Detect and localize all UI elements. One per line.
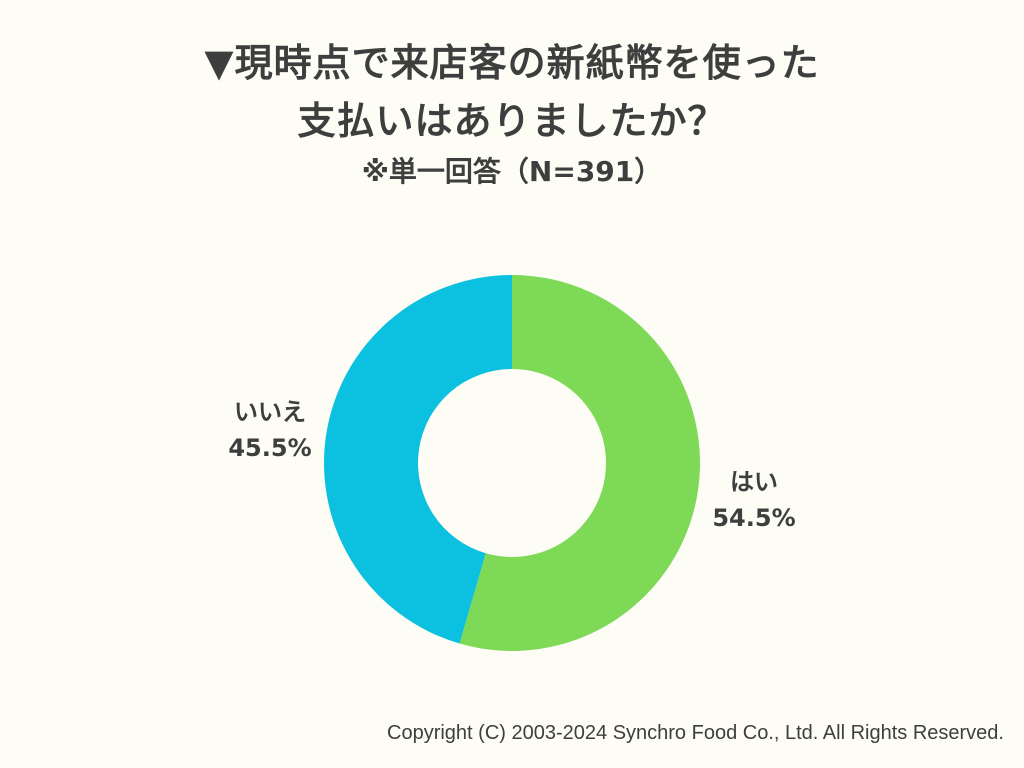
slice-label-yes-name: はい	[730, 468, 778, 496]
slice-label-yes-value: 54.5%	[712, 504, 796, 532]
donut-slice-no	[324, 274, 512, 644]
donut-slice-yes	[459, 275, 701, 651]
slice-label-no-name: いいえ	[234, 398, 306, 426]
slice-label-no: いいえ 45.5%	[210, 394, 330, 466]
slice-label-yes: はい 54.5%	[694, 464, 814, 536]
chart-title-line-2: 支払いはありましたか？	[297, 99, 727, 143]
chart-title-line-1: ▼現時点で来店客の新紙幣を使った	[204, 41, 820, 85]
chart-subtitle: ※単一回答（N=391）	[361, 155, 663, 188]
slice-label-no-value: 45.5%	[228, 434, 312, 462]
copyright-footer: Copyright (C) 2003-2024 Synchro Food Co.…	[387, 722, 1004, 744]
